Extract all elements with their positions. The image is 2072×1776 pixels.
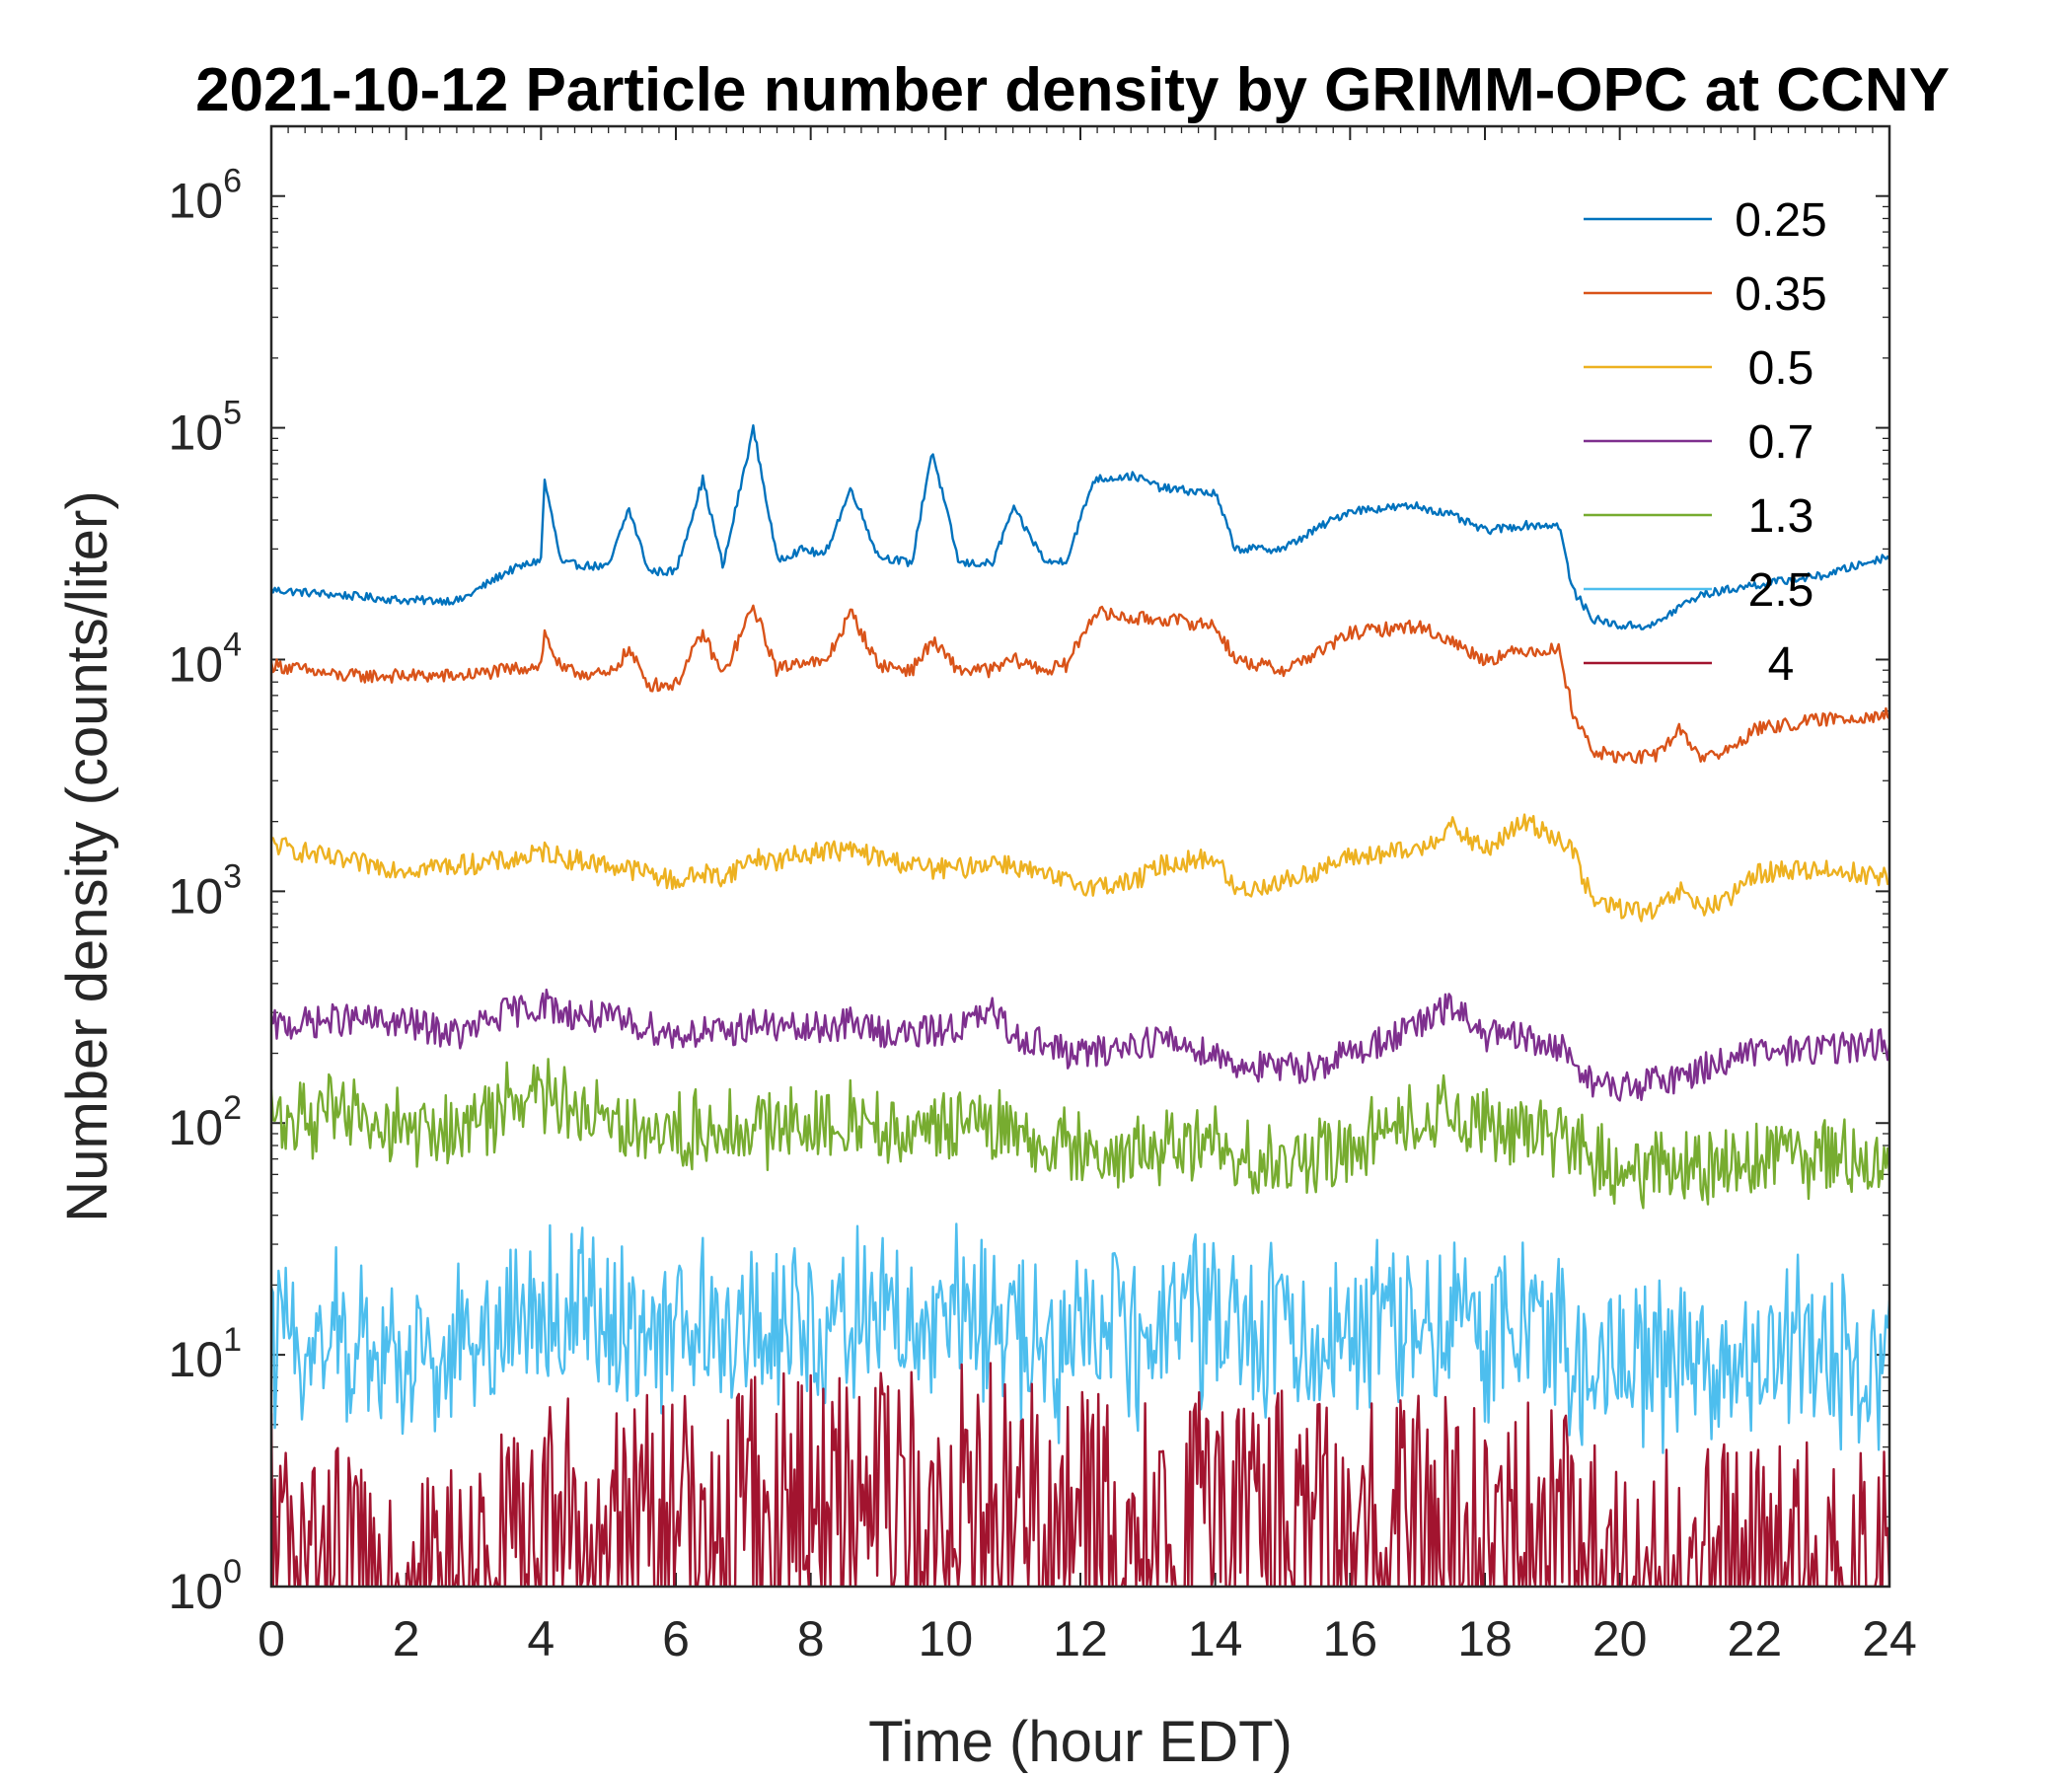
series-line-2.5 [271,1222,1889,1454]
x-tick-label: 8 [797,1611,825,1666]
y-tick-label: 106 [168,163,242,229]
chart-title: 2021-10-12 Particle number density by GR… [195,56,1950,124]
y-tick-label: 104 [168,626,242,692]
x-tick-label: 10 [919,1611,974,1666]
legend-label: 0.7 [1748,416,1814,469]
x-tick-label: 18 [1457,1611,1513,1666]
y-tick-label: 101 [168,1321,242,1387]
legend-label: 4 [1768,638,1795,691]
plot-border [269,124,1891,1589]
series-line-0.25 [271,424,1889,630]
legend-label: 1.3 [1748,490,1814,543]
series-line-0.5 [271,813,1889,923]
y-tick-label: 103 [168,857,242,924]
x-tick-label: 0 [258,1611,285,1666]
y-tick-labels: 100 101 102 103 104 105 106 [168,163,242,1619]
x-tick-label: 22 [1728,1611,1783,1666]
x-tick-label: 20 [1592,1611,1648,1666]
x-tick-label: 4 [527,1611,555,1666]
legend-label: 0.5 [1748,342,1814,395]
x-tick-label: 24 [1862,1611,1917,1666]
series-line-1.3 [271,1058,1889,1210]
legend-label: 2.5 [1748,564,1814,617]
x-tick-label: 6 [662,1611,690,1666]
x-tick-label: 2 [393,1611,420,1666]
y-tick-label: 105 [168,395,242,461]
x-tick-label: 16 [1323,1611,1378,1666]
series-line-0.7 [271,988,1889,1102]
legend: 0.25 0.35 0.5 0.7 1.3 2.5 4 [1584,194,1827,691]
series-layer [271,424,1889,1587]
legend-label: 0.25 [1735,194,1826,247]
y-axis-label: Number density (counts/liter) [55,490,119,1221]
legend-label: 0.35 [1735,268,1826,321]
x-tick-label: 14 [1188,1611,1243,1666]
y-tick-label: 102 [168,1089,242,1155]
x-axis-label: Time (hour EDT) [868,1710,1293,1774]
series-line-0.35 [271,604,1889,765]
x-tick-label: 12 [1053,1611,1108,1666]
series-line-4 [271,1362,1889,1587]
x-tick-labels: 0 2 4 6 8 10 12 14 16 18 20 22 24 [258,1611,1917,1666]
y-tick-label: 100 [168,1553,242,1619]
